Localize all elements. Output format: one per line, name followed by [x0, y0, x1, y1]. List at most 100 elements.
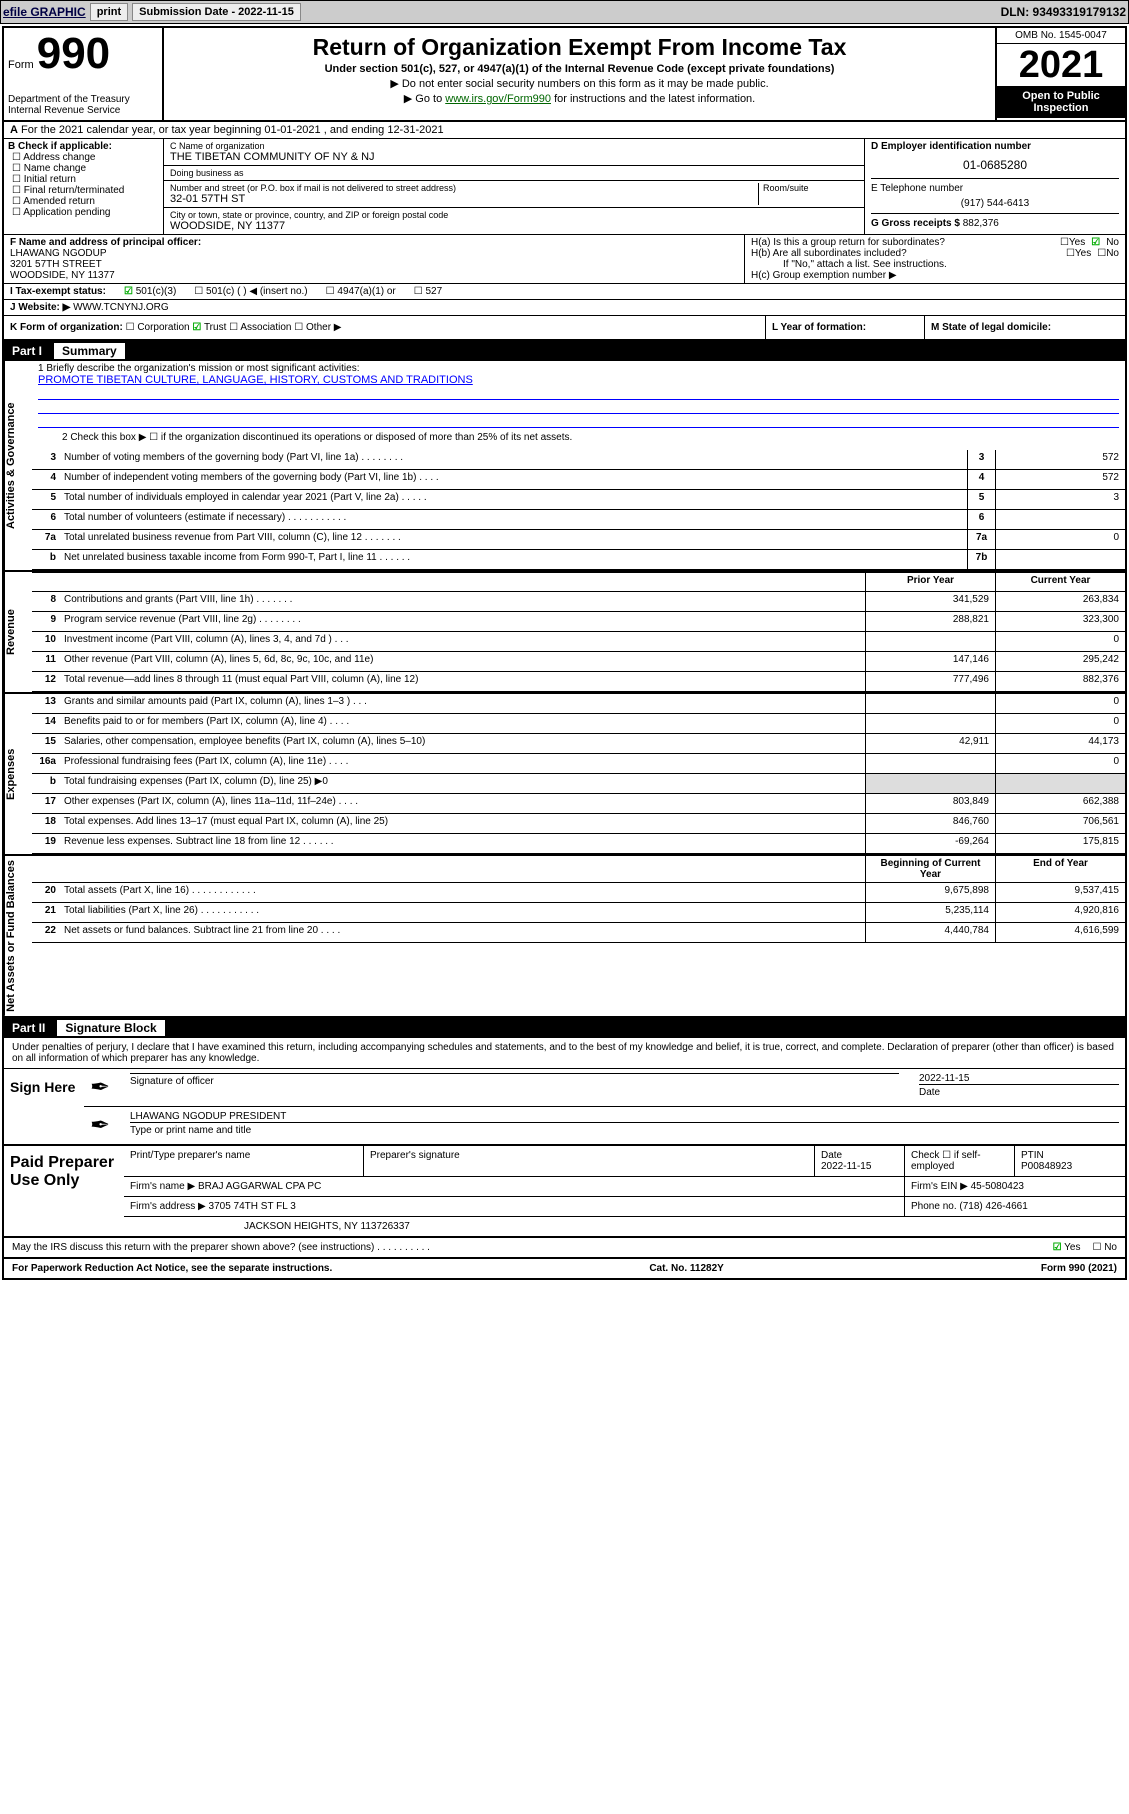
hint-2: ▶ Go to www.irs.gov/Form990 for instruct… — [174, 92, 985, 105]
k-assoc[interactable]: ☐ Association — [229, 322, 291, 333]
officer-name: LHAWANG NGODUP — [10, 248, 107, 259]
form-header: Form 990 Department of the Treasury Inte… — [4, 28, 1125, 122]
paid-row4: JACKSON HEIGHTS, NY 113726337 — [124, 1217, 1125, 1236]
checkb-label: B Check if applicable: — [8, 141, 112, 152]
prep-date: 2022-11-15 — [821, 1161, 871, 1172]
col-f: F Name and address of principal officer:… — [4, 235, 745, 283]
discuss-row: May the IRS discuss this return with the… — [4, 1238, 1125, 1259]
print-button[interactable]: print — [90, 3, 128, 21]
hb-line: H(b) Are all subordinates included? ☐Yes… — [751, 248, 1119, 259]
paid-preparer-block: Paid Preparer Use Only Print/Type prepar… — [4, 1146, 1125, 1238]
chk-address[interactable]: ☐ Address change — [8, 152, 159, 163]
ein-label: D Employer identification number — [871, 141, 1119, 152]
gross-value: 882,376 — [963, 218, 999, 229]
l-label: L Year of formation: — [772, 322, 866, 333]
city-label: City or town, state or province, country… — [170, 210, 858, 220]
header-left: Form 990 Department of the Treasury Inte… — [4, 28, 164, 120]
dln-text: DLN: 93493319179132 — [1001, 5, 1126, 19]
form-footer: For Paperwork Reduction Act Notice, see … — [4, 1259, 1125, 1278]
officer-label: F Name and address of principal officer: — [10, 237, 201, 248]
chk-amended[interactable]: ☐ Amended return — [8, 196, 159, 207]
summary-line: 8 Contributions and grants (Part VIII, l… — [32, 592, 1125, 612]
col-prior: Prior Year — [865, 573, 995, 591]
ptin-value: P00848923 — [1021, 1161, 1072, 1172]
line-2: 2 Check this box ▶ ☐ if the organization… — [32, 430, 1125, 450]
net-header: Beginning of Current Year End of Year — [32, 856, 1125, 883]
prep-name-hdr: Print/Type preparer's name — [124, 1146, 364, 1176]
hint2-post: for instructions and the latest informat… — [551, 93, 755, 105]
taxstatus-label: I Tax-exempt status: — [10, 286, 106, 297]
summary-line: 11 Other revenue (Part VIII, column (A),… — [32, 652, 1125, 672]
vtab-revenue: Revenue — [4, 572, 32, 692]
chk-name[interactable]: ☐ Name change — [8, 163, 159, 174]
part1-title: Summary — [54, 343, 125, 359]
korg-left: K Form of organization: ☐ Corporation ☑ … — [4, 316, 765, 339]
phone-value: (917) 544-6413 — [871, 194, 1119, 213]
ha-no-checked[interactable]: ☑ — [1091, 237, 1100, 248]
pen-icon: ✒ — [90, 1073, 110, 1102]
inspection-label: Open to Public Inspection — [997, 86, 1125, 118]
ts-4947[interactable]: ☐ 4947(a)(1) or — [326, 286, 396, 297]
k-org-row: K Form of organization: ☐ Corporation ☑ … — [4, 316, 1125, 341]
ha-line: H(a) Is this a group return for subordin… — [751, 237, 1119, 248]
summary-revenue: Revenue Prior Year Current Year 8 Contri… — [4, 572, 1125, 694]
col-b: B Check if applicable: ☐ Address change … — [4, 139, 164, 234]
toolbar: efile GRAPHIC print Submission Date - 20… — [0, 0, 1129, 24]
summary-line: 5 Total number of individuals employed i… — [32, 490, 1125, 510]
chk-final[interactable]: ☐ Final return/terminated — [8, 185, 159, 196]
discuss-yes[interactable]: ☑ Yes — [1053, 1242, 1081, 1253]
ts-527[interactable]: ☐ 527 — [414, 286, 442, 297]
phone-label: E Telephone number — [871, 178, 1119, 194]
summary-line: 18 Total expenses. Add lines 13–17 (must… — [32, 814, 1125, 834]
paid-right: Print/Type preparer's name Preparer's si… — [124, 1146, 1125, 1236]
col-current: Current Year — [995, 573, 1125, 591]
ha-label: H(a) Is this a group return for subordin… — [751, 237, 1054, 248]
k-trust[interactable]: ☑ Trust — [192, 322, 226, 333]
efile-link[interactable]: efile GRAPHIC — [3, 5, 86, 19]
ts-501c3[interactable]: ☑ 501(c)(3) — [124, 286, 176, 297]
hc-label: H(c) Group exemption number ▶ — [751, 270, 1119, 281]
irs-link[interactable]: www.irs.gov/Form990 — [445, 93, 551, 105]
hb-no[interactable]: ☐No — [1097, 248, 1119, 259]
ts-501c[interactable]: ☐ 501(c) ( ) ◀ (insert no.) — [194, 286, 307, 297]
discuss-text: May the IRS discuss this return with the… — [12, 1242, 1053, 1253]
korg-right: M State of legal domicile: — [925, 316, 1125, 339]
chk-initial[interactable]: ☐ Initial return — [8, 174, 159, 185]
line2-text: 2 Check this box ▶ ☐ if the organization… — [32, 430, 1125, 450]
summary-line: 10 Investment income (Part VIII, column … — [32, 632, 1125, 652]
net-body: Beginning of Current Year End of Year 20… — [32, 856, 1125, 1016]
firm-ein-cell: Firm's EIN ▶ 45-5080423 — [905, 1177, 1125, 1196]
omb-number: OMB No. 1545-0047 — [997, 28, 1125, 44]
street-value: 32-01 57TH ST — [170, 193, 758, 205]
col-c: C Name of organization THE TIBETAN COMMU… — [164, 139, 865, 234]
part1-header: Part I Summary — [4, 341, 1125, 361]
gross-row: G Gross receipts $ 882,376 — [871, 213, 1119, 229]
firm-addr: 3705 74TH ST FL 3 — [209, 1201, 296, 1212]
part2-label: Part II — [12, 1021, 45, 1035]
firm-phone: (718) 426-4661 — [959, 1201, 1027, 1212]
discuss-no[interactable]: ☐ No — [1092, 1242, 1117, 1253]
k-corp[interactable]: ☐ Corporation — [126, 322, 190, 333]
tax-year: 2021 — [997, 44, 1125, 86]
hb-yes[interactable]: ☐Yes — [1066, 248, 1091, 259]
summary-expenses: Expenses 13 Grants and similar amounts p… — [4, 694, 1125, 856]
firm-addr2: JACKSON HEIGHTS, NY 113726337 — [124, 1217, 1125, 1236]
korg-mid: L Year of formation: — [765, 316, 925, 339]
ein-value: 01-0685280 — [871, 152, 1119, 178]
dba-label: Doing business as — [170, 168, 858, 178]
part2-title: Signature Block — [57, 1020, 164, 1036]
col-begin: Beginning of Current Year — [865, 856, 995, 882]
submission-date-button[interactable]: Submission Date - 2022-11-15 — [132, 3, 301, 21]
rev-header: Prior Year Current Year — [32, 572, 1125, 592]
k-other[interactable]: ☐ Other ▶ — [294, 322, 341, 333]
city-cell: City or town, state or province, country… — [164, 208, 864, 234]
mission-line — [38, 386, 1119, 400]
summary-line: 21 Total liabilities (Part X, line 26) .… — [32, 903, 1125, 923]
ha-yes[interactable]: ☐Yes — [1060, 237, 1085, 248]
part1-label: Part I — [12, 344, 42, 358]
chk-pending[interactable]: ☐ Application pending — [8, 207, 159, 218]
prep-sig-hdr: Preparer's signature — [364, 1146, 815, 1176]
summary-line: 6 Total number of volunteers (estimate i… — [32, 510, 1125, 530]
k-label: K Form of organization: — [10, 322, 123, 333]
sig-row2: ✒ LHAWANG NGODUP PRESIDENT Type or print… — [84, 1107, 1125, 1144]
